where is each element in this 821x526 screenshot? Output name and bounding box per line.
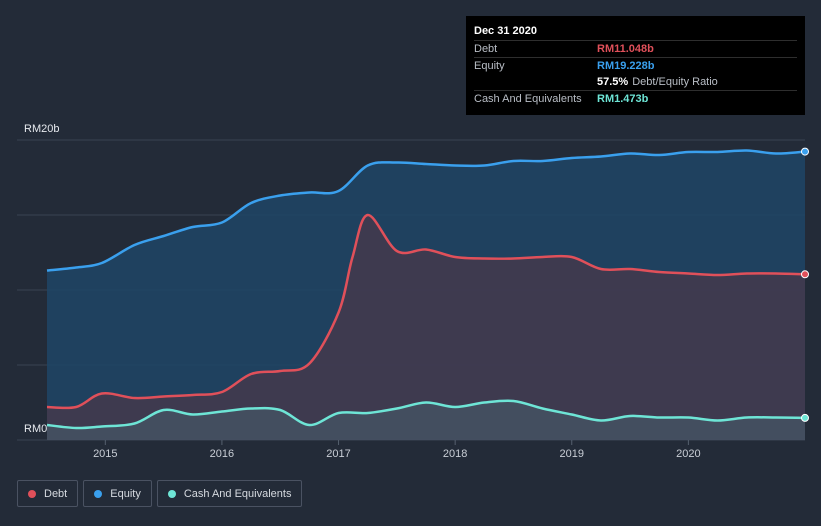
tooltip-debt-label: Debt xyxy=(474,43,498,55)
axis-labels: 2015 2016 2017 2018 2019 2020 RM0 RM20b xyxy=(24,123,701,460)
tooltip-cash-value: RM1.473b xyxy=(597,93,649,105)
debt-line xyxy=(46,213,806,410)
x-tick-label: 2020 xyxy=(676,448,700,460)
legend-dot-debt xyxy=(28,489,36,498)
tooltip-row-debt: Debt RM11.048b xyxy=(474,40,797,57)
legend-dot-equity xyxy=(94,489,103,498)
legend-label-cash: Cash And Equivalents xyxy=(183,487,292,500)
tooltip-row-ratio: 57.5% Debt/Equity Ratio xyxy=(474,74,797,90)
chart-legend: Debt Equity Cash And Equivalents xyxy=(17,480,303,507)
series-lines xyxy=(46,149,806,430)
tooltip-row-cash: Cash And Equivalents RM1.473b xyxy=(474,90,797,107)
legend-item-debt[interactable]: Debt xyxy=(17,480,79,507)
tooltip-row-equity: Equity RM19.228b xyxy=(474,57,797,74)
series-end-markers xyxy=(801,147,809,422)
x-tick-label: 2015 xyxy=(93,448,117,460)
tooltip-ratio-value: 57.5% xyxy=(597,76,629,88)
tooltip-ratio-label: Debt/Equity Ratio xyxy=(632,76,718,88)
debt-end-marker xyxy=(801,270,809,279)
legend-item-cash[interactable]: Cash And Equivalents xyxy=(156,480,303,507)
x-tick-label: 2017 xyxy=(326,448,350,460)
cash-line xyxy=(46,399,806,430)
tooltip-equity-label: Equity xyxy=(474,60,505,72)
cash-end-marker xyxy=(801,413,809,422)
x-tick-label: 2019 xyxy=(560,448,584,460)
equity-end-marker xyxy=(801,147,809,156)
tooltip-date: Dec 31 2020 xyxy=(474,25,537,37)
y-tick-label: RM20b xyxy=(24,123,59,135)
tooltip-debt-value: RM11.048b xyxy=(597,43,654,55)
tooltip-cash-label: Cash And Equivalents xyxy=(474,93,582,105)
legend-item-equity[interactable]: Equity xyxy=(83,480,152,507)
data-tooltip: Dec 31 2020 Debt RM11.048b Equity RM19.2… xyxy=(466,16,805,115)
legend-label-debt: Debt xyxy=(44,487,68,500)
x-tick-label: 2016 xyxy=(210,448,234,460)
x-tick-label: 2018 xyxy=(443,448,467,460)
tooltip-equity-value: RM19.228b xyxy=(597,60,655,72)
equity-line xyxy=(46,149,806,272)
legend-label-equity: Equity xyxy=(110,487,141,500)
y-tick-label: RM0 xyxy=(24,423,47,435)
legend-dot-cash xyxy=(167,489,176,498)
